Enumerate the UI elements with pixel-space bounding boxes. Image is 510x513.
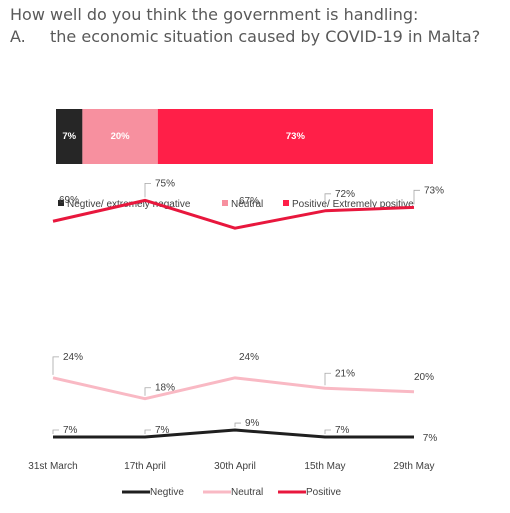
bar-segment-3 bbox=[157, 109, 434, 164]
data-label-s2-p5: 20% bbox=[414, 372, 434, 383]
leader-line bbox=[144, 387, 151, 396]
leader-line bbox=[234, 422, 241, 428]
bar-segment-2 bbox=[82, 109, 158, 164]
leader-line bbox=[324, 429, 331, 434]
data-label-s2-p1: 24% bbox=[63, 352, 83, 363]
data-label-s2-p4: 21% bbox=[335, 368, 355, 379]
data-label-s2-p2: 18% bbox=[155, 383, 175, 394]
title-line-2: A. the economic situation caused by COVID… bbox=[10, 26, 505, 48]
line-legend-label-3: Positive bbox=[306, 487, 341, 498]
data-label-s3-p4: 72% bbox=[335, 189, 355, 200]
leader-line bbox=[144, 182, 151, 198]
data-label-s3-p5: 73% bbox=[424, 185, 444, 196]
data-label-s3-p2: 75% bbox=[155, 178, 175, 189]
data-label-s1-p3: 9% bbox=[245, 418, 260, 429]
x-tick-label-3: 30th April bbox=[214, 461, 256, 472]
line-legend-label-1: Negtive bbox=[150, 487, 184, 498]
leader-line bbox=[324, 372, 331, 386]
line-series-2 bbox=[52, 376, 415, 401]
title-question: the economic situation caused by COVID-1… bbox=[50, 27, 481, 46]
chart-title: How well do you think the government is … bbox=[10, 4, 505, 48]
leader-line bbox=[52, 429, 59, 434]
data-label-s3-p3: 67% bbox=[239, 196, 259, 207]
bar-legend-swatch-1 bbox=[58, 200, 64, 206]
x-tick-label-1: 31st March bbox=[28, 461, 77, 472]
data-label-s2-p3: 24% bbox=[239, 352, 259, 363]
leader-line bbox=[413, 189, 420, 205]
bar-segment-1 bbox=[56, 109, 83, 164]
leader-line bbox=[52, 356, 59, 375]
data-label-s1-p5: 7% bbox=[423, 433, 438, 444]
bar-segment-label-1: 7% bbox=[62, 131, 76, 142]
title-prefix: A. bbox=[10, 27, 26, 46]
x-tick-label-4: 15th May bbox=[304, 461, 345, 472]
data-label-s1-p2: 7% bbox=[155, 425, 170, 436]
bar-legend-label-2: Neutral bbox=[231, 199, 263, 210]
data-label-s1-p4: 7% bbox=[335, 425, 350, 436]
bar-legend-swatch-2 bbox=[222, 200, 228, 206]
x-tick-label-5: 29th May bbox=[393, 461, 434, 472]
x-tick-label-2: 17th April bbox=[124, 461, 166, 472]
title-line-1: How well do you think the government is … bbox=[10, 5, 419, 24]
line-series-3 bbox=[52, 198, 415, 230]
bar-legend-swatch-3 bbox=[283, 200, 289, 206]
bar-segment-label-3: 73% bbox=[286, 131, 306, 142]
data-label-s3-p1: 69% bbox=[59, 195, 79, 206]
line-legend-label-2: Neutral bbox=[231, 487, 263, 498]
data-label-s1-p1: 7% bbox=[63, 425, 78, 436]
leader-line bbox=[324, 193, 331, 208]
bar-segment-label-2: 20% bbox=[111, 131, 131, 142]
bar-legend-label-3: Positive/ Extremely positive bbox=[292, 199, 414, 210]
leader-line bbox=[144, 429, 151, 434]
line-series-1 bbox=[53, 428, 414, 439]
stacked-bar-chart: 7% 20% 73%Negtive/ extremely negative Neutr… bbox=[56, 109, 434, 210]
